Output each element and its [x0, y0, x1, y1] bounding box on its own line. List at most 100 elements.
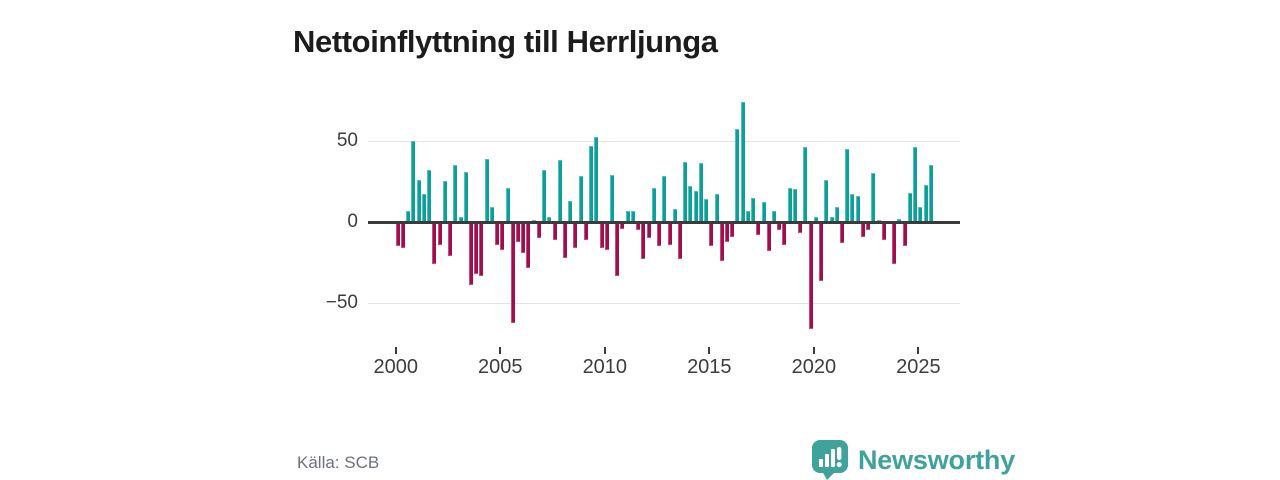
newsworthy-logo: Newsworthy — [811, 439, 1015, 480]
bar-2024-q2 — [902, 222, 907, 247]
bar-2022-q2 — [860, 222, 865, 237]
bar-2011-q4 — [641, 222, 646, 260]
bar-2012-q3 — [657, 222, 662, 247]
bar-2023-q4 — [892, 222, 897, 265]
bar-2018-q3 — [782, 222, 787, 245]
bar-2011-q2 — [630, 210, 635, 222]
bar-2024-q1 — [897, 218, 902, 222]
bar-2009-q1 — [583, 222, 588, 240]
bar-2010-q2 — [610, 174, 615, 222]
bar-2025-q2 — [923, 184, 928, 222]
bar-2019-q4 — [808, 222, 813, 330]
bar-2000-q4 — [411, 140, 416, 222]
bar-2004-q3 — [489, 207, 494, 222]
x-tick-2005 — [499, 347, 502, 354]
bar-2020-q2 — [819, 222, 824, 281]
bar-2005-q4 — [515, 222, 520, 242]
bar-2003-q1 — [458, 217, 463, 222]
x-tick-label-2005: 2005 — [478, 356, 523, 378]
bar-2006-q4 — [536, 222, 541, 239]
bar-2015-q1 — [709, 222, 714, 247]
bar-2018-q2 — [777, 222, 782, 231]
bar-2004-q2 — [484, 158, 489, 222]
x-tick-label-2015: 2015 — [687, 356, 732, 378]
y-tick-label: 0 — [347, 211, 358, 232]
bar-2021-q3 — [845, 148, 850, 222]
bar-2021-q1 — [834, 207, 839, 222]
bar-2022-q4 — [871, 173, 876, 222]
bar-2011-q1 — [625, 210, 630, 222]
bar-2015-q3 — [719, 222, 724, 262]
bar-2025-q1 — [918, 207, 923, 222]
bar-2003-q2 — [463, 171, 468, 222]
bar-2009-q4 — [599, 222, 604, 249]
bar-2012-q4 — [662, 176, 667, 222]
bar-2014-q3 — [698, 163, 703, 222]
bar-2002-q2 — [442, 181, 447, 222]
bar-2004-q1 — [479, 222, 484, 276]
bar-2010-q3 — [615, 222, 620, 276]
bar-2002-q4 — [453, 165, 458, 222]
bar-2005-q1 — [500, 222, 505, 250]
bar-2018-q4 — [787, 187, 792, 222]
bar-2020-q1 — [813, 217, 818, 222]
bar-2020-q3 — [824, 179, 829, 222]
bar-2016-q4 — [745, 210, 750, 222]
x-tick-label-2025: 2025 — [896, 356, 941, 378]
bar-2005-q3 — [510, 222, 515, 323]
bar-2018-q1 — [772, 210, 777, 222]
bar-2013-q2 — [672, 208, 677, 222]
bar-2016-q2 — [735, 129, 740, 222]
bar-2014-q1 — [688, 186, 693, 222]
x-tick-2020 — [812, 347, 815, 354]
x-tick-label-2020: 2020 — [791, 356, 837, 378]
bar-2021-q2 — [839, 222, 844, 244]
bar-2002-q3 — [448, 222, 453, 257]
bar-2005-q2 — [505, 187, 510, 222]
x-tick-2000 — [394, 347, 397, 354]
bar-2024-q4 — [913, 147, 918, 222]
gridline-50 — [368, 140, 960, 142]
bar-2017-q4 — [766, 222, 771, 252]
newsworthy-wordmark: Newsworthy — [858, 444, 1016, 475]
newsworthy-icon — [812, 440, 848, 480]
bar-2001-q4 — [432, 222, 437, 265]
bar-2017-q2 — [756, 222, 761, 235]
bar-2017-q3 — [761, 202, 766, 222]
x-tick-label-2010: 2010 — [582, 356, 628, 378]
bar-2000-q3 — [406, 210, 411, 222]
bar-2001-q2 — [421, 194, 426, 222]
bar-2002-q1 — [437, 222, 442, 245]
gridline--50 — [368, 303, 960, 305]
source-label: Källa: SCB — [297, 453, 380, 472]
bar-2014-q2 — [693, 191, 698, 222]
bar-2008-q1 — [563, 222, 567, 258]
bar-2019-q2 — [798, 222, 803, 234]
chart-title: Nettoinflyttning till Herrljunga — [293, 23, 718, 59]
bar-2022-q3 — [866, 222, 871, 231]
bar-2017-q1 — [751, 197, 756, 222]
bar-2019-q3 — [803, 147, 808, 222]
bar-2010-q4 — [620, 222, 625, 229]
x-tick-2025 — [917, 347, 920, 354]
bar-2019-q1 — [792, 189, 797, 222]
bar-2000-q1 — [395, 222, 400, 247]
bar-2015-q4 — [725, 222, 729, 242]
bar-2016-q3 — [740, 101, 745, 222]
bar-2013-q4 — [683, 161, 688, 222]
bar-2022-q1 — [855, 195, 860, 222]
bar-2015-q2 — [714, 194, 719, 222]
x-tick-2015 — [708, 347, 711, 354]
bar-2003-q4 — [474, 222, 479, 275]
bar-2023-q2 — [881, 222, 886, 240]
bar-2013-q3 — [677, 222, 682, 260]
bar-2014-q4 — [704, 199, 709, 222]
bar-2010-q1 — [604, 222, 609, 250]
bar-2009-q3 — [594, 137, 599, 222]
bar-2003-q3 — [468, 222, 473, 286]
bar-2012-q1 — [646, 222, 651, 239]
bar-2004-q4 — [495, 222, 500, 245]
bar-2020-q4 — [829, 217, 834, 222]
x-tick-label-2000: 2000 — [373, 356, 419, 378]
x-axis-zero-line — [368, 220, 960, 224]
